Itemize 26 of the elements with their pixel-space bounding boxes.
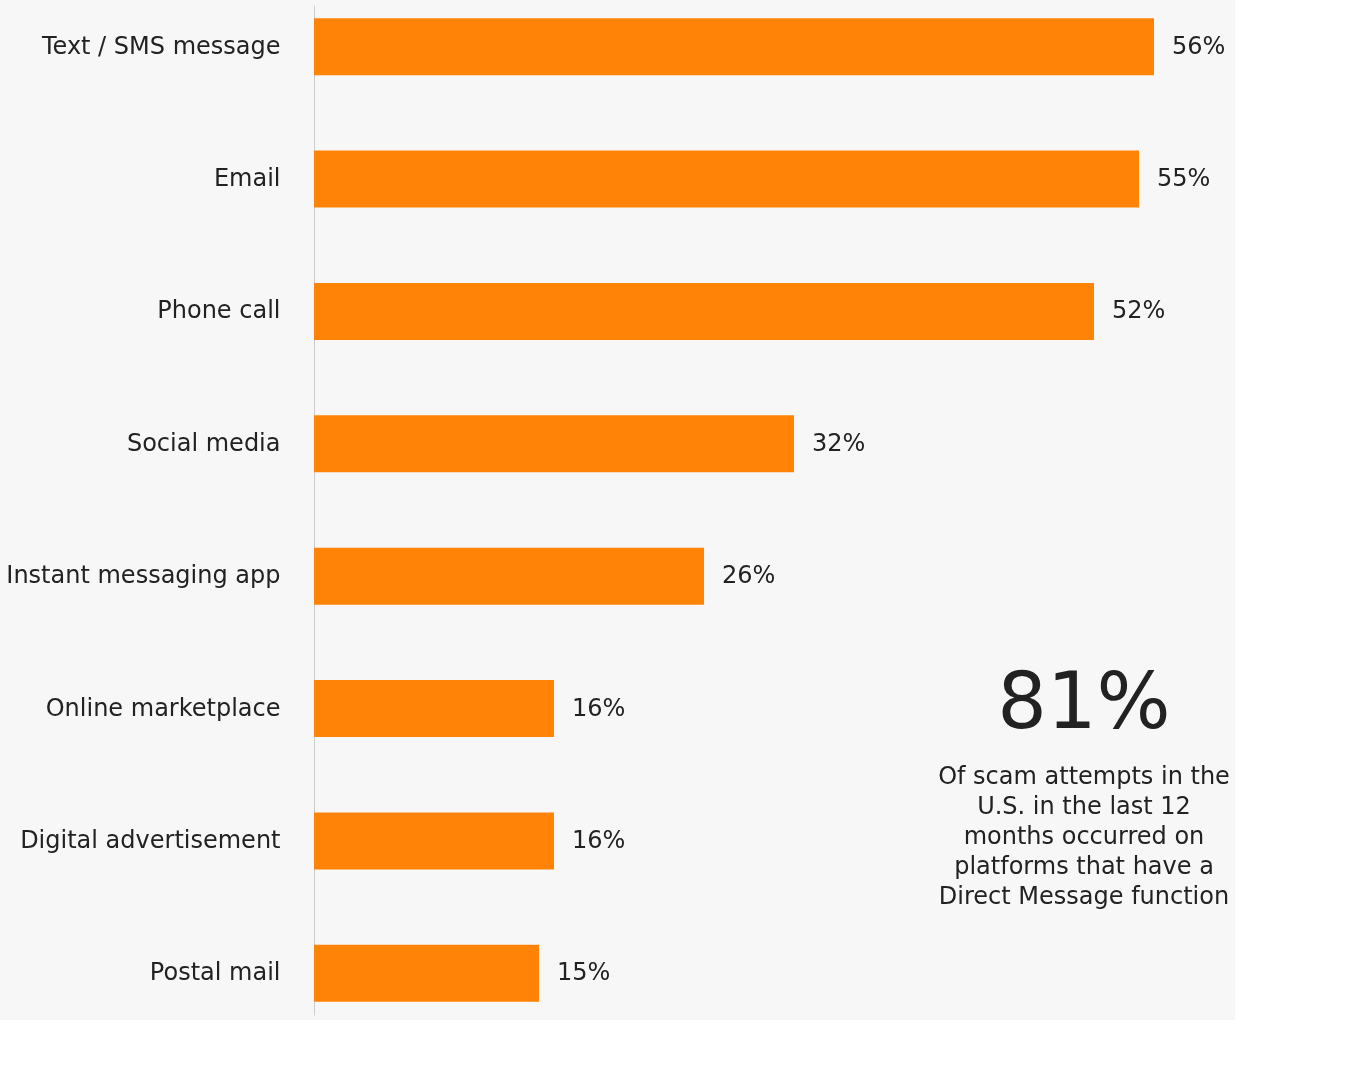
data-label: 26% — [722, 561, 776, 590]
bar — [314, 150, 1139, 208]
y-tick-label: Phone call — [157, 296, 281, 325]
data-label: 32% — [812, 428, 866, 457]
annotation: 81% — [997, 656, 1171, 746]
y-tick-label: Digital advertisement — [20, 825, 281, 854]
bar — [314, 18, 1154, 76]
annotation: Of scam attempts in the U.S. in the last 12 months occurred on platforms that have a Direct Message function — [938, 762, 1230, 910]
y-tick-label: Instant messaging app — [6, 561, 281, 590]
y-tick-label: Email — [213, 164, 281, 193]
data-label: 52% — [1112, 296, 1166, 325]
bar — [314, 415, 794, 473]
data-label: 56% — [1172, 31, 1226, 60]
bar — [314, 812, 554, 870]
y-tick-label: Text / SMS message — [40, 31, 281, 60]
y-tick-label: Postal mail — [149, 958, 281, 987]
y-tick-label: Social media — [126, 428, 281, 457]
bar — [314, 680, 554, 738]
y-tick-label: Online marketplace — [45, 693, 281, 722]
data-label: 16% — [572, 825, 626, 854]
data-label: 16% — [572, 693, 626, 722]
data-label: 55% — [1157, 164, 1211, 193]
bar — [314, 944, 539, 1002]
bar — [314, 547, 704, 605]
data-label: 15% — [557, 958, 611, 987]
bar — [314, 282, 1094, 340]
